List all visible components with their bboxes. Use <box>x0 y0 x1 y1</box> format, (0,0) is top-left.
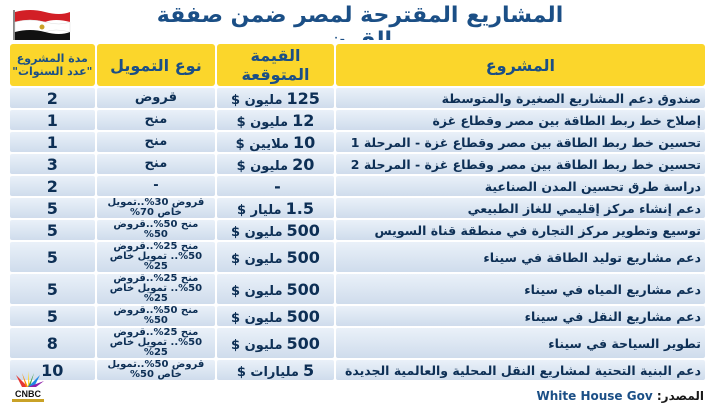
cell-funding: منح 25%..قروض 50%.. تمويل خاص 25% <box>96 242 216 272</box>
cell-period: 3 <box>10 154 95 174</box>
value-number: 5 <box>302 360 315 380</box>
cell-project: تحسين خط ربط الطاقة بين مصر وقطاع غزة - … <box>335 154 705 174</box>
cell-project: دراسة طرق تحسين المدن الصناعية <box>335 176 705 196</box>
header-value: القيمة المتوقعة <box>217 44 334 86</box>
cell-value: 500مليون $ <box>217 220 334 240</box>
cell-value: 500مليون $ <box>217 328 334 358</box>
cell-value: 125مليون $ <box>217 88 334 108</box>
cell-project: دعم مشاريع المياه في سيناء <box>335 274 705 304</box>
cell-period: 5 <box>10 306 95 326</box>
cell-period: 8 <box>10 328 95 358</box>
cell-value: 500مليون $ <box>217 242 334 272</box>
cell-project: دعم مشاريع النقل في سيناء <box>335 306 705 326</box>
table-row: دعم إنشاء مركز إقليمي للغاز الطبيعي 1.5مل… <box>10 198 705 218</box>
cell-funding: قروض <box>96 88 216 108</box>
value-unit: مليون $ <box>231 310 283 326</box>
value-number: 500 <box>286 220 320 240</box>
cell-period: 10 <box>10 360 95 380</box>
table-row: تحسين خط ربط الطاقة بين مصر وقطاع غزة - … <box>10 132 705 152</box>
cell-value: 20مليون $ <box>217 154 334 174</box>
value-number: 1.5 <box>285 198 314 218</box>
cell-period: 5 <box>10 220 95 240</box>
table-row: دراسة طرق تحسين المدن الصناعية - -2 <box>10 176 705 196</box>
logo-text: CNBC <box>15 389 41 399</box>
header-period-line1: مدة المشروع <box>16 52 88 65</box>
value-number: - <box>274 176 281 196</box>
value-unit: مليون $ <box>231 337 283 353</box>
value-unit: مليون $ <box>231 92 283 108</box>
value-number: 12 <box>292 110 315 130</box>
value-unit: مليون $ <box>236 158 289 174</box>
cell-period: 2 <box>10 176 95 196</box>
value-unit: مليارات $ <box>236 364 299 380</box>
value-number: 10 <box>293 132 316 152</box>
projects-table: المشروع القيمة المتوقعة نوع التمويل مدة … <box>8 40 707 380</box>
table-row: تطوير السياحة في سيناء 500مليون $ منح 25%.… <box>10 328 705 358</box>
table-row: دعم البنية التحتية لمشاريع النقل المحلية… <box>10 360 705 380</box>
cell-project: تحسين خط ربط الطاقة بين مصر وقطاع غزة - … <box>335 132 705 152</box>
table-row: تحسين خط ربط الطاقة بين مصر وقطاع غزة - … <box>10 154 705 174</box>
cell-value: - <box>217 176 334 196</box>
cnbc-logo-icon: CNBC <box>12 371 44 402</box>
table-row: دعم مشاريع المياه في سيناء 500مليون $ منح … <box>10 274 705 304</box>
cell-value: 500مليون $ <box>217 274 334 304</box>
value-unit: مليون $ <box>231 283 283 299</box>
value-number: 500 <box>286 333 320 353</box>
value-number: 20 <box>292 154 315 174</box>
cell-project: دعم إنشاء مركز إقليمي للغاز الطبيعي <box>335 198 705 218</box>
table-row: توسيع وتطوير مركز التجارة في منطقة قناة … <box>10 220 705 240</box>
cell-value: 10ملايين $ <box>217 132 334 152</box>
table-row: دعم مشاريع توليد الطاقة في سيناء 500مليون… <box>10 242 705 272</box>
cell-funding: منح <box>96 110 216 130</box>
table-row: إصلاح خط ربط الطاقة بين مصر وقطاع غزة 12م… <box>10 110 705 130</box>
table-row: صندوق دعم المشاريع الصغيرة والمتوسطة 125م… <box>10 88 705 108</box>
cell-value: 5مليارات $ <box>217 360 334 380</box>
cell-project: دعم البنية التحتية لمشاريع النقل المحلية… <box>335 360 705 380</box>
source-note: المصدر: White House Gov <box>537 389 704 403</box>
value-unit: مليون $ <box>236 114 289 130</box>
cell-funding: منح <box>96 154 216 174</box>
value-number: 500 <box>286 247 320 267</box>
cell-project: تطوير السياحة في سيناء <box>335 328 705 358</box>
cell-project: توسيع وتطوير مركز التجارة في منطقة قناة … <box>335 220 705 240</box>
cell-funding: منح <box>96 132 216 152</box>
cell-funding: منح 50%..قروض 50% <box>96 306 216 326</box>
header-project: المشروع <box>335 44 705 86</box>
table-row: دعم مشاريع النقل في سيناء 500مليون $ منح 5… <box>10 306 705 326</box>
cell-period: 5 <box>10 274 95 304</box>
cell-period: 5 <box>10 242 95 272</box>
cell-funding: - <box>96 176 216 196</box>
cell-value: 500مليون $ <box>217 306 334 326</box>
header-period-line2: "عدد السنوات" <box>12 65 93 78</box>
cell-funding: قروض 50%..تمويل خاص 50% <box>96 360 216 380</box>
table-header-row: المشروع القيمة المتوقعة نوع التمويل مدة … <box>10 44 705 86</box>
value-unit: مليار $ <box>237 202 282 218</box>
cell-period: 1 <box>10 132 95 152</box>
cell-project: دعم مشاريع توليد الطاقة في سيناء <box>335 242 705 272</box>
value-number: 500 <box>286 306 320 326</box>
source-value: White House Gov <box>536 389 653 403</box>
cell-funding: منح 50%..قروض 50% <box>96 220 216 240</box>
header-period: مدة المشروع "عدد السنوات" <box>10 44 95 86</box>
cell-project: إصلاح خط ربط الطاقة بين مصر وقطاع غزة <box>335 110 705 130</box>
value-number: 125 <box>286 88 320 108</box>
cell-funding: قروض 30%..تمويل خاص 70% <box>96 198 216 218</box>
cell-period: 5 <box>10 198 95 218</box>
cell-value: 1.5مليار $ <box>217 198 334 218</box>
cell-value: 12مليون $ <box>217 110 334 130</box>
cell-funding: منح 25%..قروض 50%.. تمويل خاص 25% <box>96 328 216 358</box>
value-unit: ملايين $ <box>235 136 290 152</box>
cell-period: 2 <box>10 88 95 108</box>
value-number: 500 <box>286 279 320 299</box>
value-unit: مليون $ <box>231 251 283 267</box>
cell-period: 1 <box>10 110 95 130</box>
cell-funding: منح 25%..قروض 50%.. تمويل خاص 25% <box>96 274 216 304</box>
value-unit: مليون $ <box>231 224 283 240</box>
page-title: المشاريع المقترحة لمصر ضمن صفقة القرن <box>156 3 564 53</box>
source-label: المصدر: <box>656 389 704 403</box>
cell-project: صندوق دعم المشاريع الصغيرة والمتوسطة <box>335 88 705 108</box>
header-funding: نوع التمويل <box>96 44 216 86</box>
